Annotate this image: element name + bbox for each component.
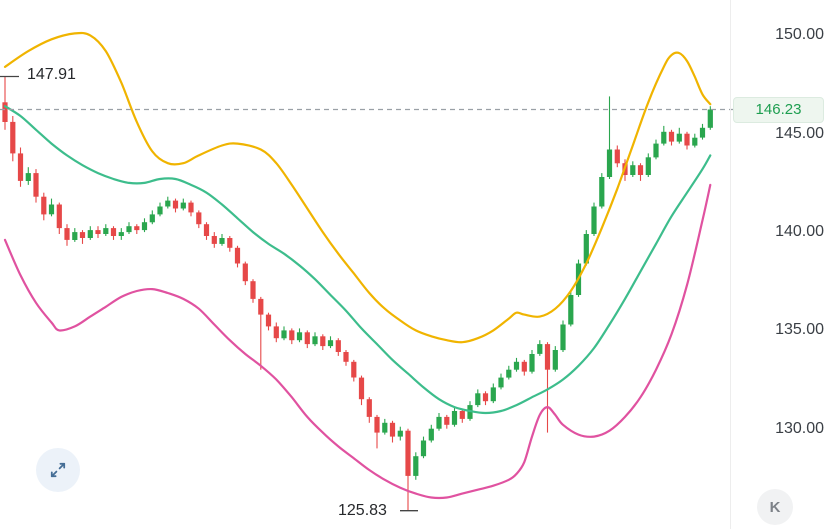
- y-axis-label: 135.00: [775, 321, 824, 339]
- expand-arrows-icon: [47, 459, 69, 481]
- y-axis-label: 130.00: [775, 419, 824, 437]
- expand-chart-button[interactable]: [36, 448, 80, 492]
- brand-logo-letter: K: [769, 498, 781, 516]
- y-axis-label: 145.00: [775, 124, 824, 142]
- low-price-label: 125.83: [338, 501, 387, 519]
- last-price-badge: 146.23: [733, 96, 824, 123]
- axis-separator: [730, 0, 731, 529]
- y-axis-label: 140.00: [775, 223, 824, 241]
- brand-logo: K: [757, 489, 793, 525]
- high-price-label: 147.91: [27, 66, 76, 84]
- y-axis-label: 150.00: [775, 26, 824, 44]
